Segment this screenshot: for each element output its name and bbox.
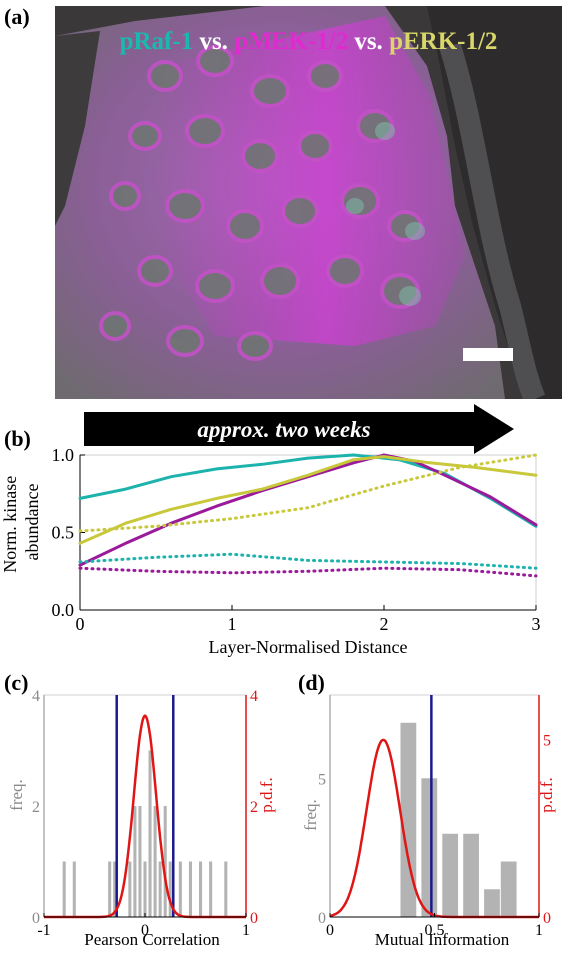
x-tick-label-1: 1: [242, 922, 250, 939]
series-line-3: [78, 455, 538, 545]
y-right-tick-label-0: 0: [250, 910, 258, 927]
title-vs-2: vs.: [348, 28, 390, 55]
histogram-bar: [113, 861, 117, 917]
time-arrow: approx. two weeks: [84, 404, 514, 454]
histogram-bar: [500, 861, 517, 917]
scale-bar: [463, 348, 513, 361]
mutual-info-histogram: freq. p.d.f. Mutual Information 0 0.5 1050…: [301, 694, 556, 949]
pdf-label-c: p.d.f.: [257, 777, 276, 812]
x-axis-label: Layer-Normalised Distance: [208, 637, 407, 657]
histogram-bar: [188, 861, 192, 917]
histogram-bar: [143, 861, 147, 917]
y-tick-label-1.0: 1.0: [52, 445, 75, 465]
histogram-bar: [421, 778, 438, 917]
x-tick-label-1: 1: [228, 614, 237, 634]
x-tick-label-0: 0: [141, 922, 149, 939]
arrow-label: approx. two weeks: [197, 417, 370, 442]
histogram-bar: [108, 861, 112, 917]
arrow-shape: [84, 404, 514, 454]
y-axis-label-line-1: Norm. kinase: [0, 476, 20, 573]
nuclei-cluster: [99, 45, 423, 361]
y-tick-label-0.5: 0.5: [52, 523, 75, 543]
histogram-bar: [484, 889, 500, 917]
x-axis-label-d: Mutual Information: [375, 930, 510, 949]
histogram-bar: [158, 861, 162, 917]
series-line-5: [78, 552, 538, 570]
micrograph-image: pRaf-1 vs. pMEK-1/2 vs. pERK-1/2: [55, 6, 562, 399]
pearson-histogram: freq. p.d.f. Pearson Correlation -1 0 1024…: [7, 688, 276, 949]
micrograph-title: pRaf-1 vs. pMEK-1/2 vs. pERK-1/2: [55, 28, 562, 56]
histogram-bar: [199, 861, 203, 917]
y-tick-label-0.0: 0.0: [52, 600, 75, 620]
x-tick-label--1: -1: [37, 922, 50, 939]
panel-label-c: (c): [4, 670, 29, 695]
panel-label-a: (a): [4, 4, 30, 29]
histogram-bar: [148, 750, 152, 917]
y-tick-label-5: 5: [318, 771, 326, 788]
series-line-6: [78, 566, 538, 578]
x-tick-label-0: 0: [76, 614, 85, 634]
histogram-bar: [62, 861, 66, 917]
histogram-bar: [133, 806, 137, 917]
histogram-bar: [224, 861, 228, 917]
y-axis-label-line-2: abundance: [22, 484, 42, 561]
panel-label-b: (b): [4, 426, 31, 451]
histogram-bar: [400, 722, 417, 917]
x-tick-label-0: 0: [326, 922, 334, 939]
histogram-bar: [163, 806, 167, 917]
freq-label-d: freq.: [301, 799, 320, 831]
micrograph-drawing: [55, 6, 562, 399]
y-right-tick-label-4: 4: [250, 688, 258, 705]
series-line-2: [78, 453, 538, 567]
x-tick-label-3: 3: [532, 614, 541, 634]
x-tick-label-1: 1: [535, 922, 543, 939]
y-axis-label: Norm. kinase abundance: [0, 471, 42, 572]
pdf-label-d: p.d.f.: [537, 777, 556, 812]
line-chart: Norm. kinase abundance Layer-Normalised …: [0, 445, 541, 657]
y-tick-label-4: 4: [32, 688, 40, 705]
freq-label-c: freq.: [7, 779, 26, 811]
histogram-bar: [72, 861, 76, 917]
title-perk: pERK-1/2: [389, 28, 498, 55]
title-pmek: pMEK-1/2: [234, 28, 349, 55]
y-tick-label-0: 0: [318, 910, 326, 927]
histogram-bar: [442, 833, 459, 917]
x-tick-label-0.5: 0.5: [425, 922, 445, 939]
x-tick-label-2: 2: [380, 614, 389, 634]
histogram-bar: [209, 861, 213, 917]
series-line-4: [78, 453, 538, 533]
y-right-tick-label-2: 2: [250, 799, 258, 816]
title-vs-1: vs.: [193, 28, 235, 55]
histogram-bar: [463, 833, 479, 917]
x-axis-label-c: Pearson Correlation: [84, 930, 220, 949]
histogram-bar: [168, 861, 172, 917]
y-tick-label-2: 2: [32, 799, 40, 816]
panel-label-d: (d): [298, 670, 325, 695]
histogram-bar: [128, 861, 132, 917]
histogram-bar: [178, 861, 182, 917]
histogram-bar: [153, 806, 157, 917]
title-praf: pRaf-1: [119, 28, 194, 55]
y-right-tick-label-0: 0: [543, 910, 551, 927]
histogram-bar: [138, 806, 142, 917]
y-right-tick-label-5: 5: [543, 732, 551, 749]
y-tick-label-0: 0: [32, 910, 40, 927]
